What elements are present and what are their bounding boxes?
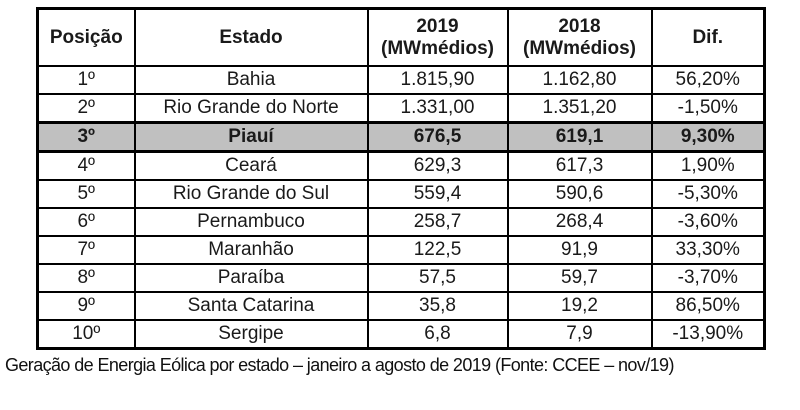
cell-2019: 57,5 bbox=[366, 263, 509, 293]
cell-estado: Paraíba bbox=[133, 263, 369, 293]
cell-estado: Ceará bbox=[133, 150, 369, 181]
cell-dif: -13,90% bbox=[650, 319, 766, 350]
cell-posicao: 10º bbox=[36, 319, 136, 350]
table-row: 4º Ceará 629,3 617,3 1,90% bbox=[36, 150, 766, 181]
col-header-2018: 2018 (MWmédios) bbox=[506, 7, 653, 67]
cell-2019: 559,4 bbox=[366, 179, 509, 209]
cell-dif: -3,60% bbox=[650, 207, 766, 237]
cell-dif: -5,30% bbox=[650, 179, 766, 209]
col-header-2018-unit: (MWmédios) bbox=[523, 37, 636, 59]
col-header-2019: 2019 (MWmédios) bbox=[366, 7, 509, 67]
col-header-posicao: Posição bbox=[36, 7, 136, 67]
cell-2019: 258,7 bbox=[366, 207, 509, 237]
col-header-2018-year: 2018 bbox=[558, 15, 601, 37]
cell-2018: 91,9 bbox=[506, 235, 653, 265]
table-row: 1º Bahia 1.815,90 1.162,80 56,20% bbox=[36, 65, 766, 95]
cell-2019: 629,3 bbox=[366, 150, 509, 181]
cell-estado: Piauí bbox=[133, 121, 369, 153]
wind-generation-table: Posição Estado 2019 (MWmédios) 2018 (MWm… bbox=[36, 7, 766, 350]
col-header-estado: Estado bbox=[133, 7, 369, 67]
cell-estado: Rio Grande do Sul bbox=[133, 179, 369, 209]
header-row: Posição Estado 2019 (MWmédios) 2018 (MWm… bbox=[36, 7, 766, 67]
table-row: 10º Sergipe 6,8 7,9 -13,90% bbox=[36, 319, 766, 350]
table-row: 8º Paraíba 57,5 59,7 -3,70% bbox=[36, 263, 766, 293]
cell-2018: 268,4 bbox=[506, 207, 653, 237]
cell-estado: Santa Catarina bbox=[133, 291, 369, 321]
cell-estado: Rio Grande do Norte bbox=[133, 93, 369, 124]
cell-posicao: 5º bbox=[36, 179, 136, 209]
cell-2018: 590,6 bbox=[506, 179, 653, 209]
col-header-dif: Dif. bbox=[650, 7, 766, 67]
cell-posicao: 2º bbox=[36, 93, 136, 124]
table-row: 7º Maranhão 122,5 91,9 33,30% bbox=[36, 235, 766, 265]
cell-dif: 1,90% bbox=[650, 150, 766, 181]
cell-2019: 6,8 bbox=[366, 319, 509, 350]
cell-estado: Bahia bbox=[133, 65, 369, 95]
page: Posição Estado 2019 (MWmédios) 2018 (MWm… bbox=[0, 7, 800, 410]
table-caption: Geração de Energia Eólica por estado – j… bbox=[5, 355, 674, 375]
table-row: 2º Rio Grande do Norte 1.331,00 1.351,20… bbox=[36, 93, 766, 124]
cell-2019: 35,8 bbox=[366, 291, 509, 321]
cell-dif: 9,30% bbox=[650, 121, 766, 153]
cell-dif: 86,50% bbox=[650, 291, 766, 321]
col-header-2019-unit: (MWmédios) bbox=[381, 37, 494, 59]
cell-2018: 1.162,80 bbox=[506, 65, 653, 95]
cell-2018: 619,1 bbox=[506, 121, 653, 153]
table-row: 5º Rio Grande do Sul 559,4 590,6 -5,30% bbox=[36, 179, 766, 209]
cell-posicao: 4º bbox=[36, 150, 136, 181]
cell-posicao: 3º bbox=[36, 121, 136, 153]
cell-2019: 676,5 bbox=[366, 121, 509, 153]
cell-2019: 1.331,00 bbox=[366, 93, 509, 124]
cell-2018: 7,9 bbox=[506, 319, 653, 350]
cell-estado: Pernambuco bbox=[133, 207, 369, 237]
cell-dif: -1,50% bbox=[650, 93, 766, 124]
cell-2019: 122,5 bbox=[366, 235, 509, 265]
cell-estado: Sergipe bbox=[133, 319, 369, 350]
cell-2018: 59,7 bbox=[506, 263, 653, 293]
cell-posicao: 9º bbox=[36, 291, 136, 321]
cell-posicao: 1º bbox=[36, 65, 136, 95]
cell-posicao: 7º bbox=[36, 235, 136, 265]
cell-posicao: 8º bbox=[36, 263, 136, 293]
cell-2018: 1.351,20 bbox=[506, 93, 653, 124]
table-row-highlighted: 3º Piauí 676,5 619,1 9,30% bbox=[36, 121, 766, 153]
cell-2018: 617,3 bbox=[506, 150, 653, 181]
col-header-2019-year: 2019 bbox=[416, 15, 459, 37]
cell-dif: 33,30% bbox=[650, 235, 766, 265]
cell-dif: 56,20% bbox=[650, 65, 766, 95]
cell-2019: 1.815,90 bbox=[366, 65, 509, 95]
cell-estado: Maranhão bbox=[133, 235, 369, 265]
cell-posicao: 6º bbox=[36, 207, 136, 237]
table-row: 6º Pernambuco 258,7 268,4 -3,60% bbox=[36, 207, 766, 237]
table-row: 9º Santa Catarina 35,8 19,2 86,50% bbox=[36, 291, 766, 321]
cell-2018: 19,2 bbox=[506, 291, 653, 321]
cell-dif: -3,70% bbox=[650, 263, 766, 293]
